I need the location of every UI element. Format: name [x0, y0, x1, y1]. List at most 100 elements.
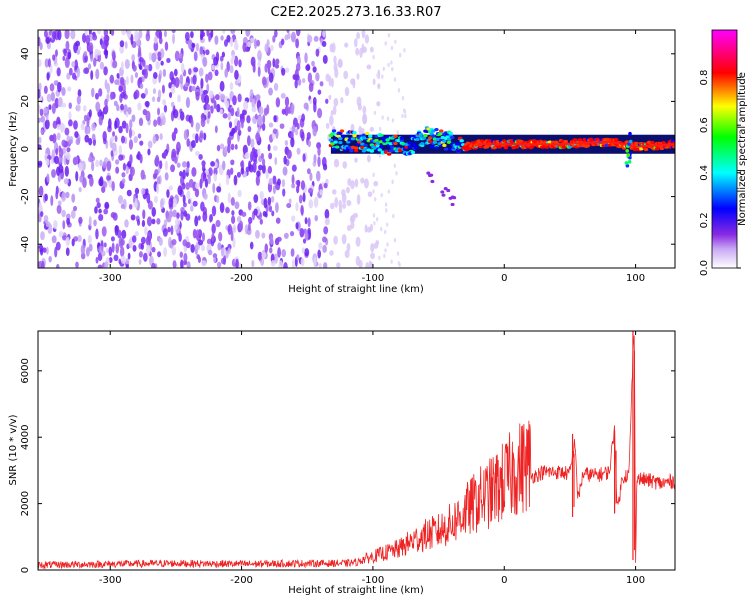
noise-speckle	[98, 213, 104, 221]
noise-speckle	[55, 190, 59, 200]
noise-speckle	[220, 35, 224, 41]
noise-speckle	[71, 61, 76, 68]
signal-pixel	[393, 141, 398, 146]
noise-speckle	[312, 125, 317, 137]
noise-speckle	[40, 231, 45, 241]
noise-speckle	[291, 164, 297, 172]
noise-speckle	[157, 51, 162, 57]
noise-speckle	[284, 96, 290, 107]
noise-speckle	[191, 167, 197, 177]
noise-speckle	[321, 40, 327, 48]
noise-speckle	[170, 164, 176, 173]
noise-speckle	[251, 106, 257, 113]
noise-speckle	[50, 91, 56, 102]
noise-speckle	[53, 220, 58, 230]
noise-speckle	[245, 30, 251, 37]
noise-speckle	[284, 139, 289, 146]
noise-speckle	[356, 32, 360, 40]
noise-speckle	[296, 254, 300, 261]
noise-speckle	[360, 177, 365, 184]
noise-speckle	[109, 74, 115, 84]
noise-speckle	[225, 100, 230, 109]
noise-speckle	[381, 115, 384, 120]
noise-speckle	[76, 137, 81, 144]
noise-speckle	[162, 99, 167, 106]
noise-speckle	[376, 73, 379, 78]
noise-speckle	[110, 136, 115, 142]
noise-speckle	[62, 220, 66, 230]
noise-speckle	[95, 68, 100, 80]
noise-speckle	[272, 128, 277, 135]
noise-speckle	[65, 40, 70, 51]
noise-speckle	[217, 242, 222, 251]
noise-speckle	[104, 261, 109, 268]
noise-speckle	[367, 191, 373, 198]
noise-speckle	[49, 83, 55, 92]
noise-speckle	[216, 186, 222, 193]
noise-speckle	[159, 160, 163, 169]
noise-speckle	[266, 59, 272, 69]
spectrogram-y-tick-label: 20	[20, 95, 31, 108]
noise-speckle	[319, 81, 324, 87]
noise-speckle	[304, 217, 308, 225]
noise-speckle	[294, 128, 299, 136]
noise-speckle	[302, 153, 306, 162]
noise-speckle	[138, 57, 144, 63]
noise-speckle	[124, 219, 129, 228]
noise-speckle	[85, 246, 90, 257]
noise-speckle	[137, 102, 142, 111]
noise-speckle	[207, 173, 211, 185]
noise-speckle	[315, 72, 320, 82]
noise-speckle	[295, 38, 300, 49]
noise-speckle	[229, 167, 234, 175]
noise-speckle	[66, 217, 71, 225]
noise-speckle	[184, 82, 189, 88]
noise-speckle	[95, 197, 100, 203]
noise-speckle	[233, 42, 239, 51]
noise-speckle	[290, 137, 295, 148]
signal-pixel	[330, 142, 335, 146]
noise-speckle	[39, 108, 44, 117]
noise-speckle	[203, 192, 208, 200]
noise-speckle	[212, 253, 218, 259]
noise-speckle	[144, 226, 148, 236]
noise-speckle	[58, 164, 64, 174]
noise-speckle	[272, 58, 276, 68]
noise-speckle	[138, 259, 142, 265]
noise-speckle	[88, 216, 92, 227]
noise-speckle	[138, 117, 144, 127]
noise-speckle	[232, 224, 237, 234]
noise-speckle	[55, 148, 59, 156]
noise-speckle	[52, 30, 57, 40]
noise-speckle	[54, 246, 58, 258]
noise-speckle	[276, 236, 282, 242]
noise-speckle	[147, 63, 153, 72]
noise-speckle	[195, 122, 201, 130]
noise-speckle	[157, 251, 162, 258]
noise-speckle	[130, 214, 136, 221]
noise-speckle	[61, 139, 67, 147]
signal-pixel	[410, 150, 416, 154]
noise-speckle	[248, 164, 254, 173]
noise-speckle	[313, 196, 319, 208]
noise-speckle	[218, 231, 223, 242]
noise-speckle	[151, 207, 157, 217]
noise-speckle	[103, 242, 107, 248]
noise-speckle	[75, 104, 81, 112]
noise-speckle	[87, 234, 92, 244]
noise-speckle	[45, 221, 51, 228]
noise-speckle	[344, 249, 350, 259]
noise-speckle	[234, 144, 238, 150]
noise-speckle	[120, 103, 124, 111]
noise-speckle	[282, 166, 288, 176]
noise-speckle	[267, 165, 273, 174]
noise-speckle	[78, 162, 83, 172]
signal-pixel	[415, 137, 420, 141]
noise-speckle	[46, 93, 52, 103]
noise-speckle	[202, 172, 207, 182]
noise-speckle	[177, 94, 181, 103]
chart-title: C2E2.2025.273.16.33.R07	[270, 5, 441, 20]
noise-speckle	[329, 115, 334, 126]
noise-speckle	[171, 238, 177, 246]
signal-pixel	[369, 149, 375, 153]
